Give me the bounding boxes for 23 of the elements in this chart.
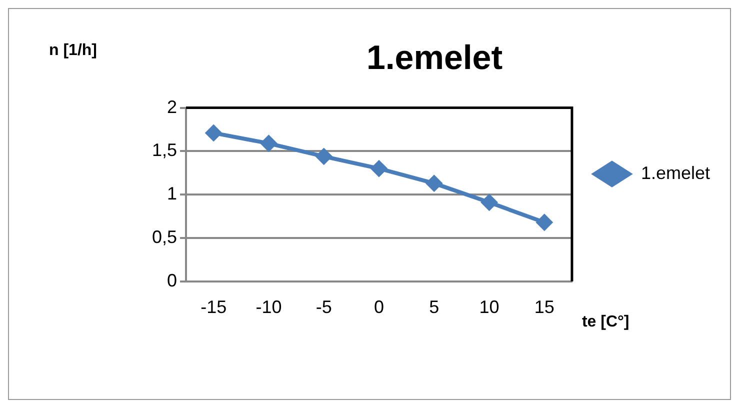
x-tick-label: 0 — [374, 297, 384, 318]
point — [205, 124, 222, 142]
x-tick-label: -10 — [256, 297, 282, 318]
x-tick-label: 10 — [479, 297, 500, 318]
y-tick-label: 2 — [167, 96, 178, 117]
y-tick-label: 1,5 — [152, 140, 178, 160]
point — [315, 148, 332, 165]
y-tick-label: 0 — [167, 270, 178, 290]
point — [480, 194, 498, 211]
x-tick-label: -5 — [316, 297, 332, 318]
point — [426, 174, 443, 192]
y-tick-label: 0,5 — [152, 226, 178, 247]
y-axis-title: n [1/h] — [49, 42, 97, 59]
point — [260, 134, 278, 152]
x-tick-label: 5 — [429, 297, 440, 318]
point — [370, 160, 388, 178]
x-tick-label: -15 — [200, 297, 227, 318]
legend-label: 1.emelet — [640, 162, 710, 183]
chart-title: 1.emelet — [366, 38, 503, 77]
x-axis-title: te [C°] — [582, 313, 630, 330]
y-tick-label: 1 — [167, 184, 178, 204]
point — [536, 214, 553, 231]
x-tick-label: 15 — [534, 297, 554, 318]
